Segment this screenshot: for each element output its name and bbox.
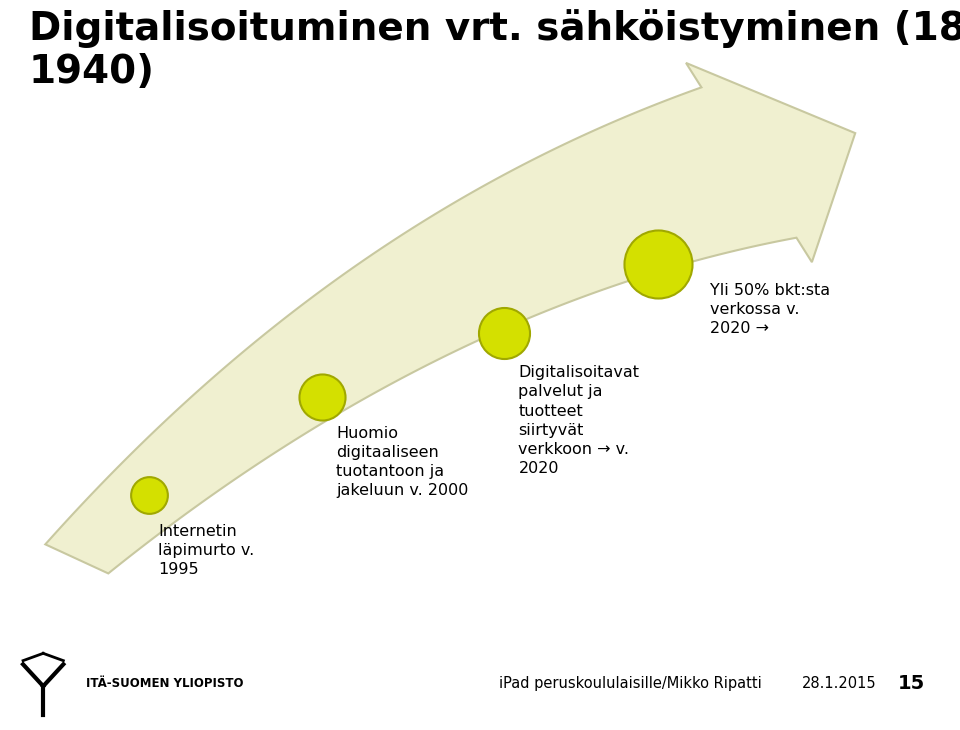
Text: Huomio
digitaaliseen
tuotantoon ja
jakeluun v. 2000: Huomio digitaaliseen tuotantoon ja jakel…	[336, 426, 468, 498]
Point	[141, 490, 156, 502]
Text: ITÄ-SUOMEN YLIOPISTO: ITÄ-SUOMEN YLIOPISTO	[86, 677, 244, 690]
Text: 15: 15	[898, 674, 924, 693]
Text: Digitalisoitavat
palvelut ja
tuotteet
siirtyvät
verkkoon → v.
2020: Digitalisoitavat palvelut ja tuotteet si…	[518, 365, 639, 476]
Point	[650, 258, 665, 269]
Point	[314, 391, 329, 403]
Polygon shape	[45, 63, 855, 574]
Text: Internetin
läpimurto v.
1995: Internetin läpimurto v. 1995	[158, 524, 254, 577]
Text: iPad peruskoululaisille/Mikko Ripatti: iPad peruskoululaisille/Mikko Ripatti	[499, 676, 762, 691]
Text: 28.1.2015: 28.1.2015	[802, 676, 876, 691]
Point	[496, 328, 512, 339]
Text: Yli 50% bkt:sta
verkossa v.
2020 →: Yli 50% bkt:sta verkossa v. 2020 →	[710, 283, 830, 336]
Text: Digitalisoituminen vrt. sähköistyminen (1890-
1940): Digitalisoituminen vrt. sähköistyminen (…	[29, 9, 960, 91]
